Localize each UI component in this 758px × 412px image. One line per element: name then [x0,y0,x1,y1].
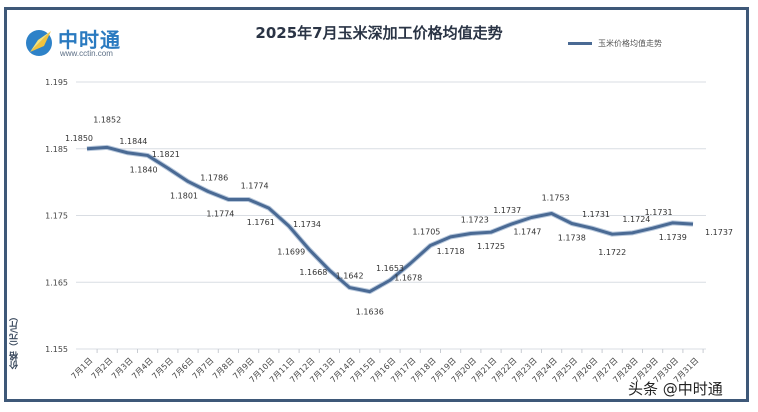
watermark: 头条 @中时通 [628,380,723,398]
globe-rocket-icon [26,30,52,56]
data-label: 1.1668 [299,268,327,277]
data-label: 1.1678 [394,274,422,283]
x-tick-label: 7月8日 [211,356,236,381]
x-tick-label: 7月2日 [90,356,115,381]
x-tick-label: 7月4日 [130,356,155,381]
data-label: 1.1774 [241,181,269,190]
x-tick-label: 7月6日 [171,356,196,381]
x-tick-label: 7月1日 [70,356,95,381]
chart-frame [4,7,749,402]
logo-text: 中时通 [58,28,121,52]
y-tick-label: 1.195 [45,78,68,87]
series-line [86,145,694,294]
logo-url: www.cctin.com [60,49,113,58]
data-label: 1.1699 [277,248,305,257]
y-tick-label: 1.185 [45,145,68,154]
data-label: 1.1738 [558,234,586,243]
y-tick-label: 1.155 [45,345,68,354]
data-label: 1.1731 [645,208,673,217]
data-label: 1.1739 [659,233,687,242]
data-label: 1.1852 [93,115,121,124]
data-label: 1.1753 [542,193,570,202]
x-tick-label: 7月7日 [191,356,216,381]
logo: 中时通 www.cctin.com [24,24,144,64]
legend-label: 玉米价格均值走势 [598,39,662,48]
legend-line-swatch [568,42,592,45]
data-label: 1.1734 [293,220,321,229]
y-tick-label: 1.175 [45,212,68,221]
data-label: 1.1844 [119,137,147,146]
data-label: 1.1723 [461,216,489,225]
y-tick-label: 1.165 [45,278,68,287]
data-label: 1.1725 [477,242,505,251]
x-tick-label: 7月3日 [110,356,135,381]
data-label: 1.1761 [247,218,275,227]
data-label: 1.1653 [376,264,404,273]
data-label: 1.1737 [493,206,521,215]
data-label: 1.1801 [170,191,198,200]
data-label: 1.1724 [622,215,650,224]
data-label: 1.1774 [206,209,234,218]
data-label: 1.1747 [513,228,541,237]
x-tick-label: 7月5日 [150,356,175,381]
chart-title: 2025年7月玉米深加工价格均值走势 [255,24,503,42]
legend: 玉米价格均值走势 [568,38,662,49]
data-label: 1.1705 [412,228,440,237]
data-label: 1.1786 [200,173,228,182]
data-label: 1.1642 [336,272,364,281]
data-label: 1.1722 [598,248,626,257]
data-label: 1.1731 [582,210,610,219]
data-label: 1.1840 [130,165,158,174]
data-label: 1.1821 [152,150,180,159]
data-label: 1.1636 [356,308,384,317]
data-label: 1.1850 [65,134,93,143]
data-label: 1.1737 [705,228,733,237]
data-label: 1.1718 [437,247,465,256]
